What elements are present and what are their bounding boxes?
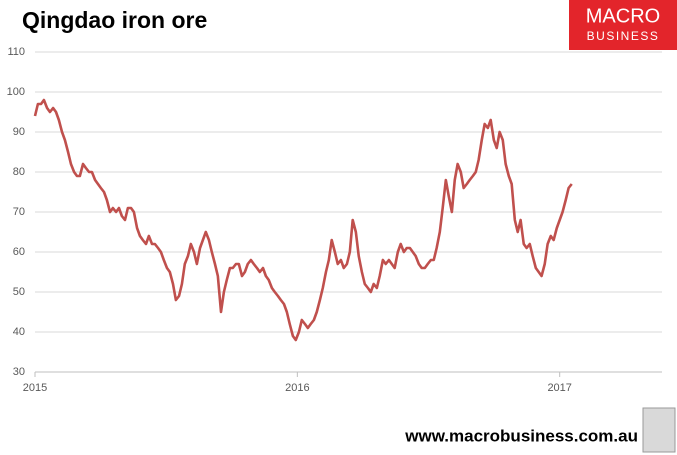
- x-tick-label: 2016: [285, 382, 309, 394]
- line-series: [33, 98, 573, 342]
- logo-box: [569, 0, 677, 50]
- x-tick-label: 2015: [23, 382, 47, 394]
- y-tick-label: 40: [13, 326, 25, 338]
- y-tick-label: 80: [13, 166, 25, 178]
- y-tick-label: 30: [13, 366, 25, 378]
- logo-top: MACRO: [586, 5, 660, 27]
- source: www.macrobusiness.com.au: [404, 426, 638, 445]
- y-tick-label: 90: [13, 126, 25, 138]
- y-tick-label: 110: [7, 46, 25, 58]
- y-tick-label: 50: [13, 286, 25, 298]
- y-tick-label: 70: [13, 206, 25, 218]
- logo-bottom: BUSINESS: [587, 29, 660, 43]
- x-tick-label: 2017: [547, 382, 571, 394]
- y-tick-label: 100: [7, 86, 25, 98]
- logo-icon: [642, 407, 676, 453]
- chart-title: Qingdao iron ore: [22, 7, 207, 33]
- y-tick-label: 60: [13, 246, 25, 258]
